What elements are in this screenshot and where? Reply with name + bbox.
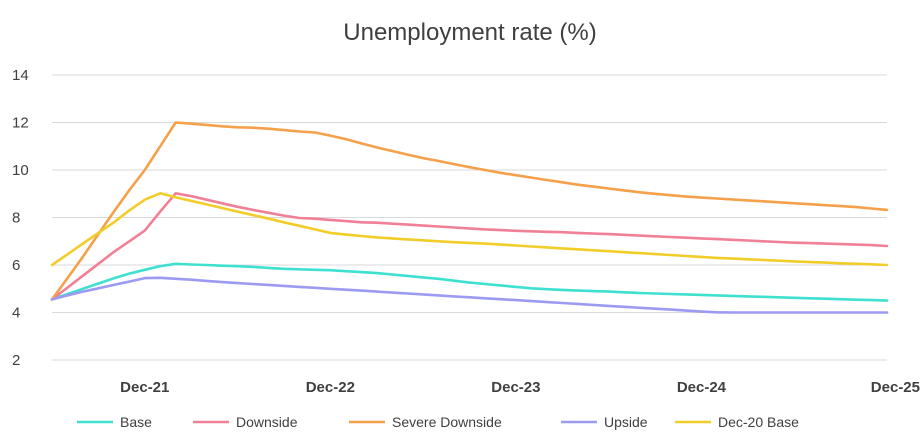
legend: Base Downside Severe Downside Upside Dec-20 … xyxy=(77,414,799,430)
legend-item-downside: Downside xyxy=(193,414,298,430)
x-tick-label: Dec-24 xyxy=(677,379,727,396)
series-line-upside xyxy=(50,276,889,314)
y-tick-label: 2 xyxy=(12,352,20,369)
legend-label: Downside xyxy=(236,414,298,430)
legend-item-severe-downside: Severe Downside xyxy=(349,414,502,430)
legend-label: Severe Downside xyxy=(392,414,502,430)
y-tick-label: 14 xyxy=(12,67,29,84)
series-line-downside xyxy=(50,192,889,301)
y-tick-label: 4 xyxy=(12,305,20,322)
x-tick-label: Dec-23 xyxy=(491,379,540,396)
y-tick-label: 6 xyxy=(12,257,20,274)
x-tick-label: Dec-21 xyxy=(120,379,169,396)
y-axis-tick-labels: 2 4 6 8 10 12 14 xyxy=(12,67,29,369)
y-tick-label: 8 xyxy=(12,210,20,227)
legend-label: Base xyxy=(120,414,152,430)
x-tick-label: Dec-22 xyxy=(306,379,355,396)
series-line-severe-downside xyxy=(50,121,889,301)
chart-title: Unemployment rate (%) xyxy=(343,19,596,46)
legend-label: Dec-20 Base xyxy=(718,414,799,430)
gridlines xyxy=(52,74,887,361)
legend-item-upside: Upside xyxy=(561,414,648,430)
series-line-dec-20-base xyxy=(50,192,889,267)
legend-label: Upside xyxy=(604,414,648,430)
legend-item-base: Base xyxy=(77,414,152,430)
series-line-base xyxy=(50,262,889,302)
series-lines xyxy=(50,121,889,314)
legend-item-dec-20-base: Dec-20 Base xyxy=(675,414,799,430)
x-tick-label: Dec-25 xyxy=(871,379,920,396)
y-tick-label: 10 xyxy=(12,162,29,179)
y-tick-label: 12 xyxy=(12,115,29,132)
x-axis-tick-labels: Dec-21 Dec-22 Dec-23 Dec-24 Dec-25 xyxy=(120,379,920,396)
